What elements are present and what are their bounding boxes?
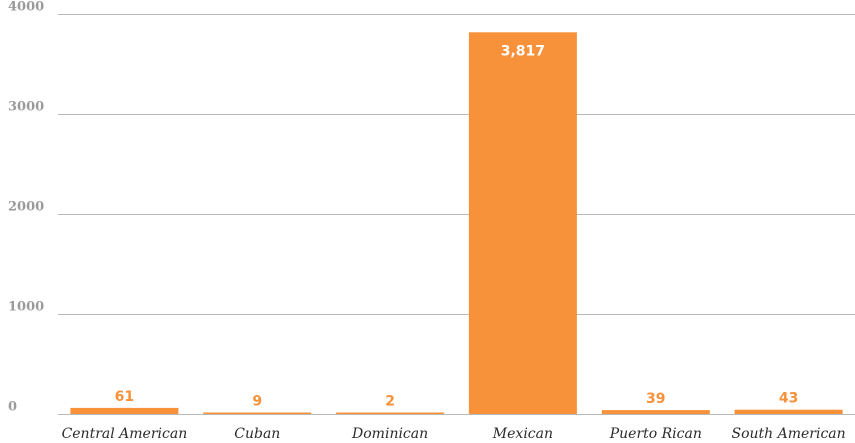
bar-south-american (734, 409, 843, 414)
data-label-central-american: 61 (115, 389, 134, 405)
labels-layer: 0 1000 2000 3000 4000 61 Central American 9 Cuba… (8, 0, 846, 442)
bars-layer (70, 32, 843, 415)
x-category-label-central-american: Central American (62, 426, 188, 442)
y-tick-label-2000: 2000 (8, 200, 44, 215)
bar-central-american (70, 407, 179, 414)
y-tick-label-3000: 3000 (8, 100, 44, 115)
grid-layer (58, 14, 855, 415)
bar-dominican (336, 412, 445, 414)
bar-puerto-rican (601, 410, 710, 414)
data-label-cuban: 9 (252, 394, 262, 410)
y-tick-label-0: 0 (8, 400, 17, 415)
data-label-dominican: 2 (385, 394, 395, 410)
x-category-label-cuban: Cuban (234, 426, 280, 442)
y-tick-label-4000: 4000 (8, 0, 44, 15)
x-category-label-dominican: Dominican (351, 426, 428, 442)
data-label-mexican: 3,817 (501, 43, 545, 59)
x-category-label-mexican: Mexican (492, 426, 553, 442)
bar-mexican (468, 32, 577, 415)
data-label-south-american: 43 (779, 391, 798, 407)
bar-cuban (203, 412, 312, 414)
data-label-puerto-rican: 39 (646, 391, 665, 407)
x-category-label-south-american: South American (732, 426, 846, 442)
x-category-label-puerto-rican: Puerto Rican (609, 426, 702, 442)
y-tick-label-1000: 1000 (8, 300, 44, 315)
